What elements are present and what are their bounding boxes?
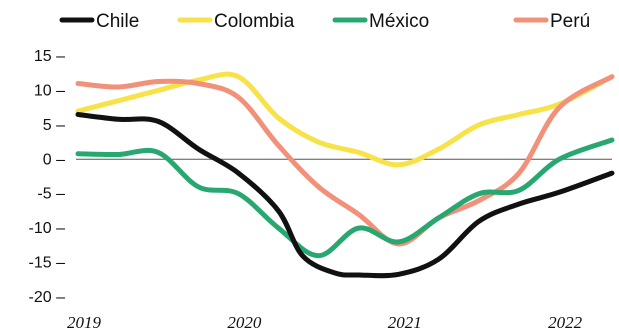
- y-tick-label: -15 –: [29, 255, 66, 272]
- y-axis: 15 – 10 – 5 – 0 – -5 – -10 – -15 – -20 –: [29, 48, 66, 306]
- y-tick-label: 15 –: [34, 48, 65, 65]
- legend-label-mexico: México: [369, 11, 429, 32]
- legend-label-peru: Perú: [550, 11, 590, 32]
- y-tick-label: 10 –: [34, 82, 65, 99]
- y-tick-label: -5 –: [37, 186, 65, 203]
- series-layer: [75, 71, 615, 279]
- legend-label-colombia: Colombia: [214, 11, 295, 32]
- x-tick-label: 2019: [67, 313, 102, 332]
- series-line-chile: [75, 112, 615, 279]
- series-line-mexico: [75, 137, 615, 259]
- x-tick-label: 2021: [388, 313, 422, 332]
- series-line-peru: [75, 74, 615, 247]
- y-tick-label: 0 –: [43, 151, 65, 168]
- legend-label-chile: Chile: [96, 11, 139, 32]
- y-tick-label: 5 –: [43, 117, 65, 134]
- y-tick-label: -10 –: [29, 220, 66, 237]
- x-axis: 2019 2020 2021 2022: [67, 313, 583, 332]
- x-tick-label: 2020: [227, 313, 262, 332]
- y-tick-label: -20 –: [29, 289, 66, 306]
- series-line-colombia: [75, 71, 615, 168]
- x-tick-label: 2022: [548, 313, 583, 332]
- legend: Chile Colombia México Perú: [59, 11, 590, 32]
